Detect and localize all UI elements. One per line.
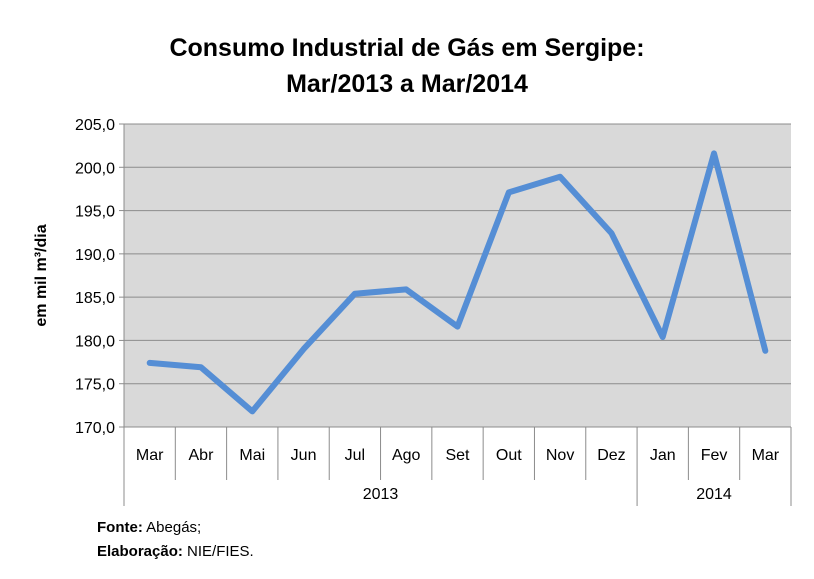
x-category-label: Jun — [291, 447, 317, 464]
x-category-label: Mai — [239, 447, 265, 464]
axes — [123, 124, 791, 428]
y-tick-label: 175,0 — [75, 377, 115, 394]
chart-title-line1: Consumo Industrial de Gás em Sergipe: — [169, 34, 645, 62]
x-category-label: Abr — [189, 447, 215, 464]
y-tick-label: 200,0 — [75, 160, 115, 177]
x-category-label: Dez — [597, 447, 625, 464]
y-tick-label: 170,0 — [75, 420, 115, 437]
x-category-label: Nov — [546, 447, 574, 464]
x-category-label: Ago — [392, 447, 421, 464]
credit-label: Elaboração: — [97, 543, 183, 560]
x-category-label: Jul — [345, 447, 365, 464]
y-tick-label: 190,0 — [75, 247, 115, 264]
gridlines — [124, 123, 791, 385]
x-category-label: Mar — [752, 447, 780, 464]
x-category-label: Mar — [136, 447, 164, 464]
plot-area — [124, 124, 791, 427]
x-group-label: 2013 — [363, 486, 399, 503]
x-category-label: Fev — [701, 447, 728, 464]
series-layer — [146, 150, 769, 415]
x-category-label: Out — [496, 447, 522, 464]
x-category-label: Set — [445, 447, 470, 464]
chart-title-line2: Mar/2013 a Mar/2014 — [286, 70, 528, 98]
footer: Fonte: Abegás; Elaboração: NIE/FIES. — [97, 516, 254, 564]
y-tick-label: 205,0 — [75, 117, 115, 134]
y-tick-label: 180,0 — [75, 333, 115, 350]
series-line — [146, 150, 769, 415]
credit-value: NIE/FIES. — [182, 543, 254, 560]
source-line: Fonte: Abegás; — [97, 516, 254, 540]
credit-line: Elaboração: NIE/FIES. — [97, 540, 254, 564]
y-axis-label: em mil m³/dia — [33, 224, 50, 326]
x-axis-categories: Mar Abr Mai Jun Jul Ago Set Out Nov Dez Jan Fev Mar — [123, 427, 792, 480]
y-tick-label: 195,0 — [75, 204, 115, 221]
x-axis-year-groups: 2013 2014 — [123, 480, 792, 506]
y-tick-label: 185,0 — [75, 290, 115, 307]
y-axis-ticks: 170,0 175,0 180,0 185,0 190,0 195,0 200,0 205,0 — [75, 117, 124, 437]
x-group-label: 2014 — [696, 486, 732, 503]
x-category-label: Jan — [650, 447, 676, 464]
source-label: Fonte: — [97, 519, 143, 536]
source-value: Abegás; — [142, 519, 202, 536]
chart-title: Consumo Industrial de Gás em Sergipe: Ma… — [0, 30, 814, 102]
